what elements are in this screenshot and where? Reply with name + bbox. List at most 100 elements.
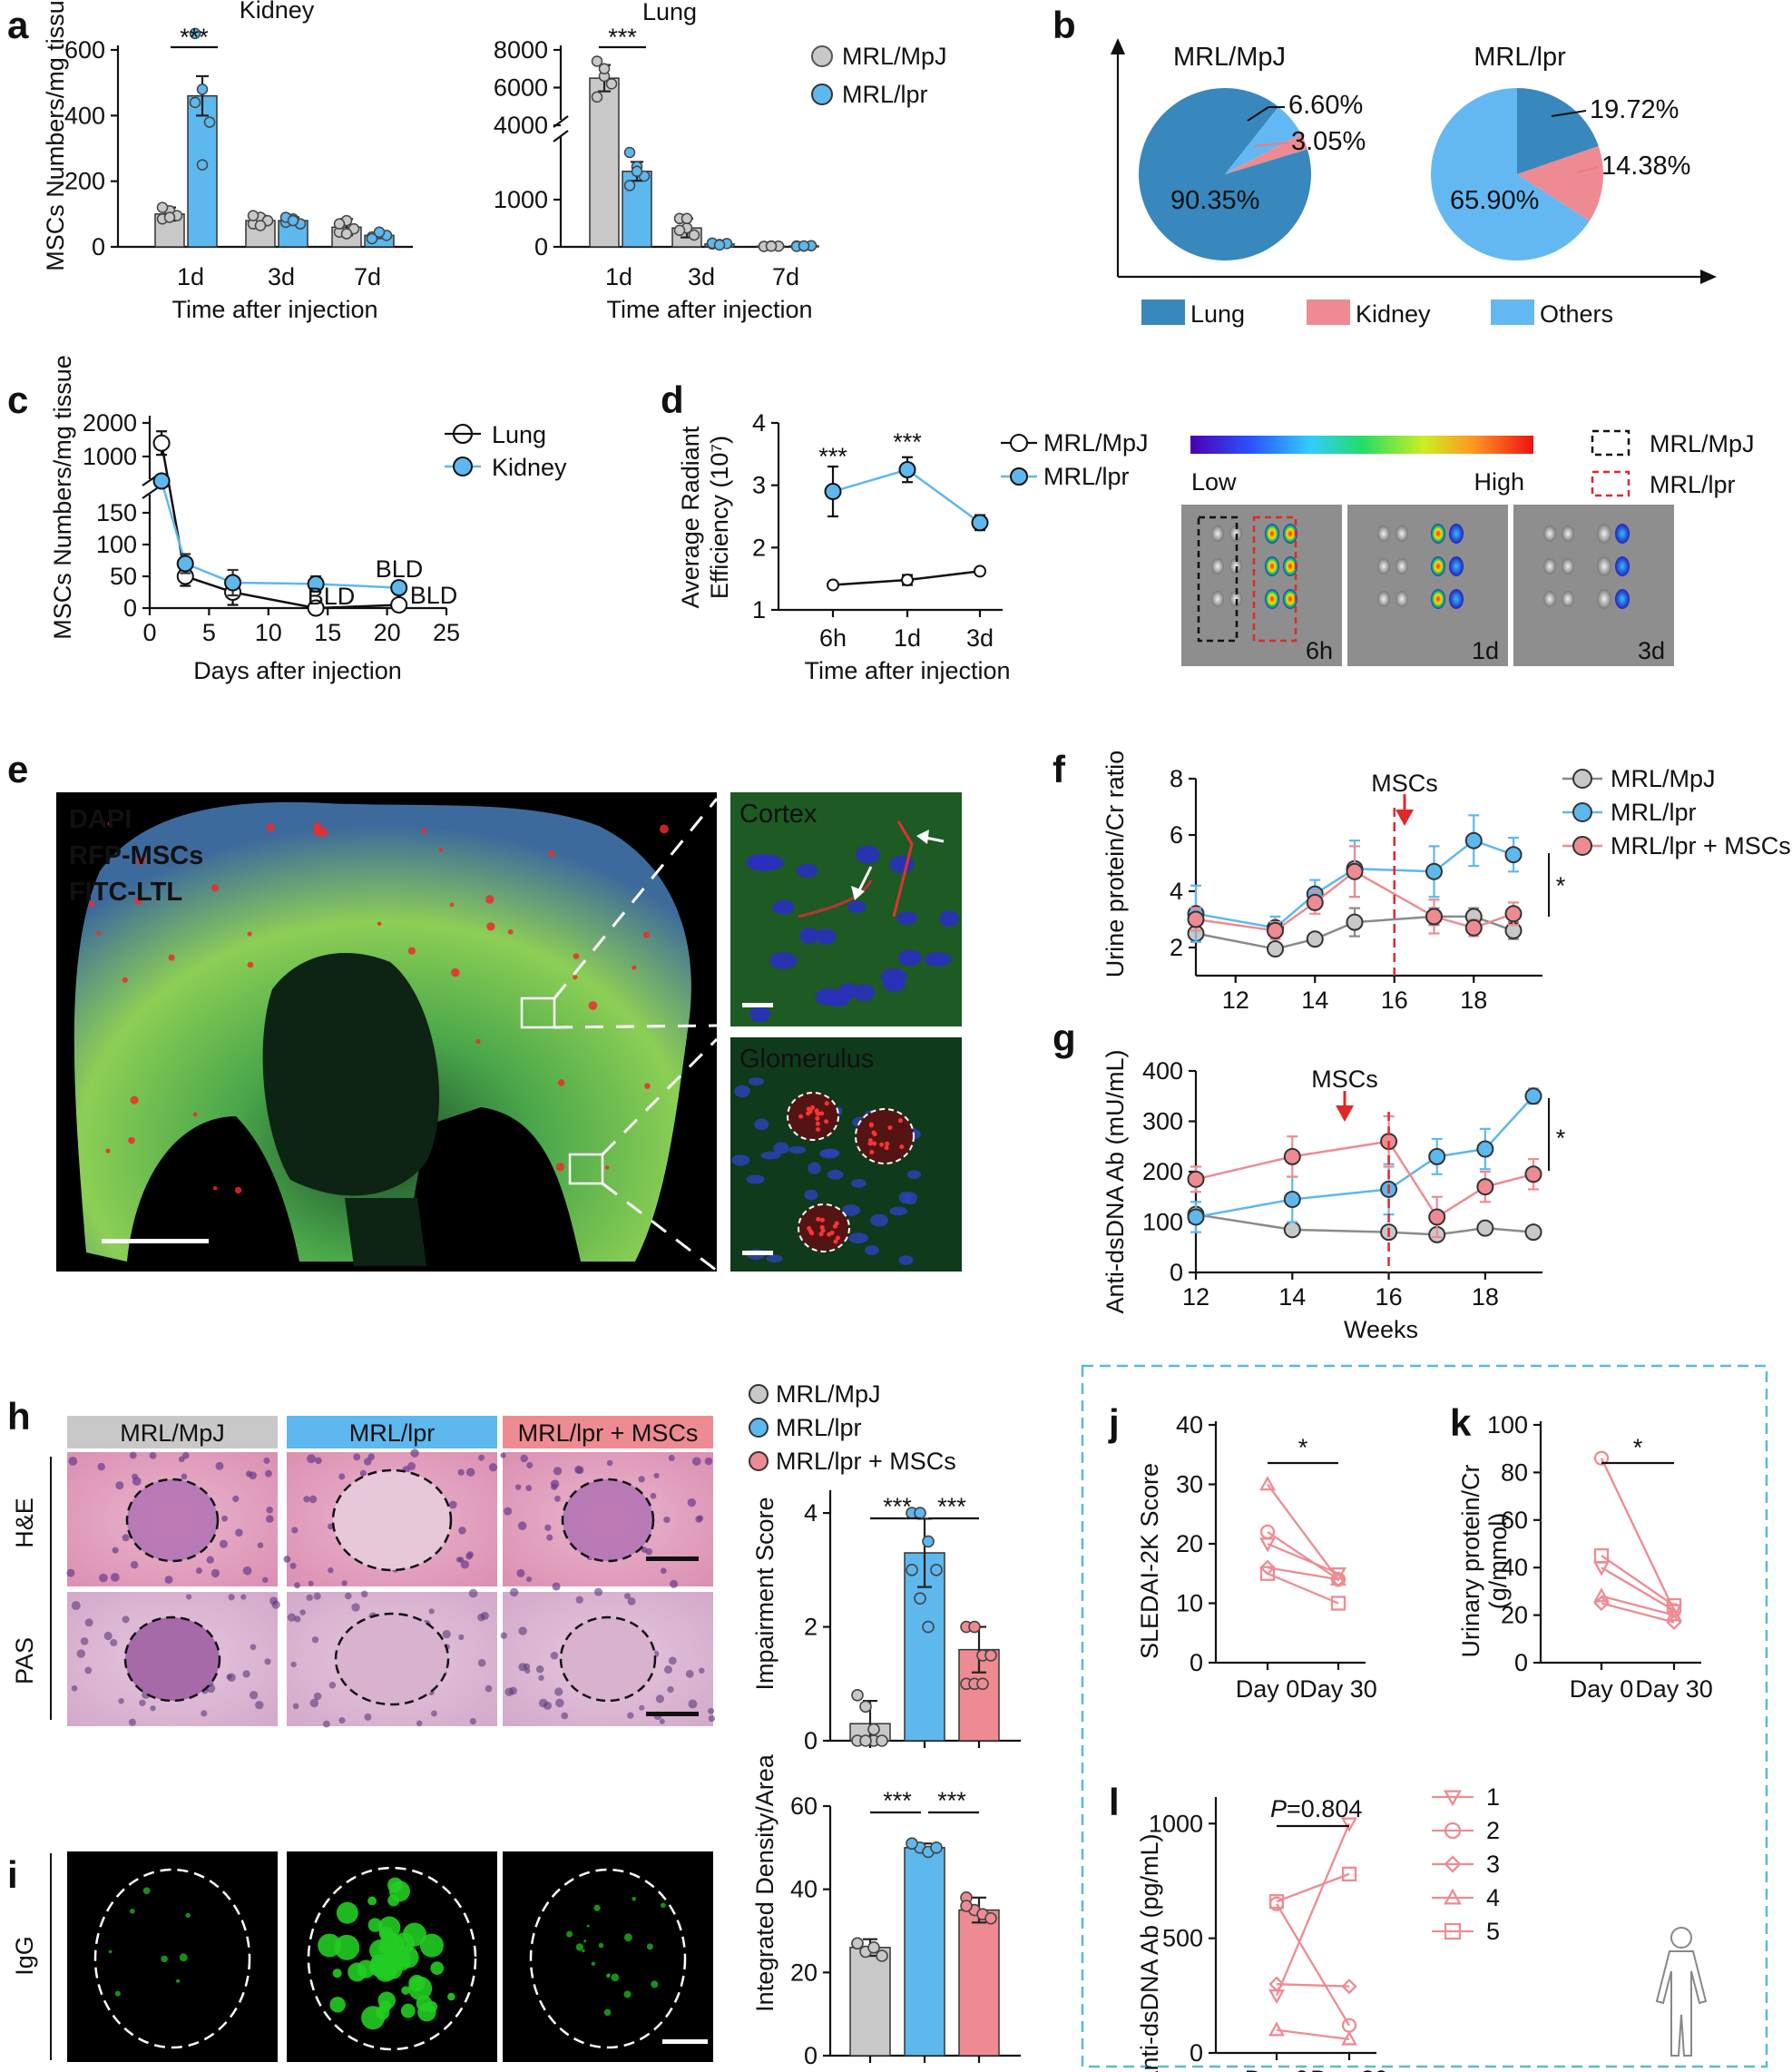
b-leader-2 bbox=[1254, 142, 1289, 147]
e-rfp-dot bbox=[88, 901, 95, 908]
h-pas-nucleus bbox=[139, 1699, 146, 1706]
k-ytick-label: 0 bbox=[1514, 1649, 1528, 1676]
e-cortex-nucleus bbox=[815, 928, 837, 945]
i-glomerulus-outline bbox=[93, 1868, 251, 2049]
j-patient-marker bbox=[1259, 1524, 1276, 1540]
panel-d: d Average Radiant Efficiency (10⁷) Time … bbox=[661, 378, 1755, 684]
h-pas-scale-bar bbox=[646, 1712, 699, 1716]
a-lung-point bbox=[623, 180, 636, 191]
f-point-series-2 bbox=[1504, 905, 1523, 923]
e-cortex-nucleus bbox=[939, 910, 959, 928]
e-zoom-line-3 bbox=[601, 1037, 719, 1156]
h-pas-nucleus bbox=[504, 1687, 514, 1696]
b-pie-slice-kidney bbox=[1225, 133, 1307, 174]
c-point-kidney bbox=[307, 574, 325, 593]
i-igg-image bbox=[67, 1851, 278, 2062]
h-he-nucleus bbox=[663, 1516, 671, 1524]
h-point bbox=[859, 1734, 872, 1747]
d-ivis-kidney-mpj bbox=[1377, 525, 1390, 542]
a-lung-break-2 bbox=[553, 130, 569, 142]
k-ylabel-1: Urinary protein/Cr bbox=[1457, 1464, 1484, 1657]
g-xtick-label: 18 bbox=[1472, 1283, 1499, 1311]
panel-label-k: k bbox=[1450, 1401, 1472, 1444]
g-point-series-1 bbox=[1428, 1147, 1446, 1165]
h-pas-nucleus bbox=[313, 1692, 322, 1701]
h-header-mpj: MRL/MpJ bbox=[120, 1419, 225, 1447]
e-glom-rfp bbox=[816, 1126, 821, 1132]
k-sig: * bbox=[1633, 1434, 1643, 1461]
d-ylabel-2: Efficiency (10⁷) bbox=[706, 436, 733, 599]
e-glom-nucleus bbox=[731, 1154, 750, 1166]
f-legend-lpr: MRL/lpr bbox=[1611, 799, 1697, 826]
d-ivis-kidney-mpj bbox=[1395, 525, 1408, 542]
d-ivis-kidney-mpj bbox=[1395, 591, 1408, 607]
g-ytick-label: 100 bbox=[1142, 1209, 1183, 1236]
e-arrowhead-2 bbox=[851, 886, 865, 900]
k-patient-marker bbox=[1593, 1547, 1610, 1564]
d-ivis-kidney-mpj bbox=[1562, 591, 1574, 607]
h-he-nucleus bbox=[526, 1461, 534, 1469]
h-he-nucleus bbox=[221, 1515, 229, 1522]
b-pie-slice-lung bbox=[1517, 88, 1599, 174]
h-pas-nucleus bbox=[623, 1593, 632, 1600]
i-igg-signal bbox=[400, 2003, 416, 2018]
b-leader-1b bbox=[1247, 106, 1269, 122]
f-legend-mpj-marker bbox=[1572, 769, 1592, 789]
b-pct-mpj-others: 6.60% bbox=[1288, 91, 1363, 120]
b-pie-slice-lung bbox=[1138, 87, 1311, 260]
i-igg-signal bbox=[447, 1992, 455, 2001]
e-glom-rfp bbox=[818, 1232, 824, 1237]
k-xtick-label: Day 0 bbox=[1570, 1675, 1634, 1703]
g-ylabel: Anti-dsDNA Ab (mU/mL) bbox=[1102, 1049, 1129, 1313]
i-point bbox=[867, 1941, 880, 1954]
f-point-series-1 bbox=[1425, 862, 1443, 880]
i-igg-signal bbox=[419, 1933, 444, 1958]
i-igg-signal bbox=[593, 1904, 601, 1911]
e-glom-rfp bbox=[814, 1108, 819, 1114]
e-rfp-dot bbox=[438, 847, 444, 852]
e-rfp-dot bbox=[555, 1163, 564, 1172]
k-ytick-label: 60 bbox=[1501, 1507, 1528, 1534]
b-legend-kidney: Kidney bbox=[1356, 300, 1431, 328]
i-igg-signal bbox=[367, 1896, 377, 1906]
panel-k: k Urinary protein/Cr (g/mmol) 0 20 40 60 80 1… bbox=[1450, 1401, 1713, 1703]
e-rfp-dot bbox=[485, 895, 495, 904]
h-he-nucleus bbox=[110, 1573, 120, 1582]
h-sig-1: *** bbox=[883, 1493, 912, 1520]
j-ytick-label: 0 bbox=[1190, 1649, 1203, 1676]
d-ivis-kidney-mpj bbox=[1543, 558, 1556, 574]
h-he-nucleus bbox=[338, 1473, 346, 1480]
k-ytick-label: 100 bbox=[1487, 1411, 1528, 1439]
i-igg-signal bbox=[114, 1990, 121, 1997]
h-he-nucleus bbox=[211, 1568, 220, 1578]
h-he-nucleus bbox=[99, 1573, 108, 1583]
j-patient-line bbox=[1267, 1483, 1339, 1580]
a-lung-xtick-label: 1d bbox=[605, 263, 632, 290]
panel-label-h: h bbox=[7, 1395, 31, 1438]
e-glom-rfp bbox=[872, 1141, 877, 1146]
human-silhouette-icon bbox=[1655, 1927, 1708, 2057]
h-he-nucleus bbox=[638, 1476, 645, 1483]
h-he-nucleus bbox=[645, 1547, 653, 1556]
e-rfp-dot bbox=[266, 822, 275, 831]
h-he-nucleus bbox=[164, 1576, 173, 1585]
h-pas-glomerulus bbox=[123, 1615, 221, 1703]
d-ivis-time-label: 6h bbox=[1306, 637, 1333, 664]
h-pas-nucleus bbox=[480, 1611, 489, 1620]
a-kidney-xtick-label: 1d bbox=[177, 263, 204, 290]
i-bar bbox=[849, 1947, 891, 2057]
e-glom-rfp bbox=[798, 1114, 804, 1119]
i-igg-signal bbox=[336, 1901, 358, 1924]
d-ivis-kidney-mpj bbox=[1377, 591, 1390, 607]
h-point bbox=[922, 1535, 935, 1548]
d-xtick-label: 6h bbox=[819, 624, 847, 652]
g-msc-arrowhead bbox=[1336, 1105, 1354, 1122]
d-ivis-kidney-lpr bbox=[1597, 556, 1611, 576]
h-pas-nucleus bbox=[468, 1588, 478, 1598]
h-he-nucleus bbox=[266, 1506, 274, 1514]
h-pas-nucleus bbox=[80, 1636, 89, 1645]
h-he-nucleus bbox=[653, 1472, 660, 1479]
a-lung-xlabel: Time after injection bbox=[606, 296, 812, 323]
h-pas-nucleus bbox=[509, 1587, 519, 1597]
lung-title: Lung bbox=[642, 0, 697, 25]
